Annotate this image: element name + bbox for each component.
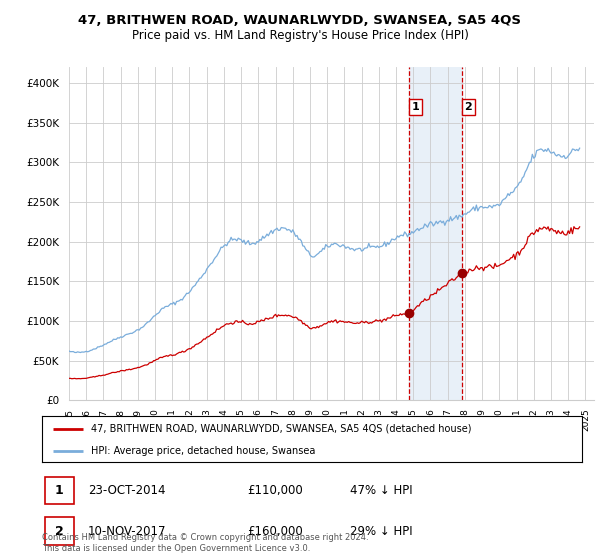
Text: 2: 2 bbox=[55, 525, 64, 538]
Text: 23-OCT-2014: 23-OCT-2014 bbox=[88, 484, 166, 497]
Text: 2: 2 bbox=[464, 102, 472, 112]
FancyBboxPatch shape bbox=[45, 477, 74, 505]
Text: 47, BRITHWEN ROAD, WAUNARLWYDD, SWANSEA, SA5 4QS: 47, BRITHWEN ROAD, WAUNARLWYDD, SWANSEA,… bbox=[79, 14, 521, 27]
Text: 1: 1 bbox=[412, 102, 419, 112]
Text: Price paid vs. HM Land Registry's House Price Index (HPI): Price paid vs. HM Land Registry's House … bbox=[131, 29, 469, 42]
FancyBboxPatch shape bbox=[45, 517, 74, 545]
Text: HPI: Average price, detached house, Swansea: HPI: Average price, detached house, Swan… bbox=[91, 446, 315, 455]
Text: £110,000: £110,000 bbox=[247, 484, 303, 497]
Text: 47% ↓ HPI: 47% ↓ HPI bbox=[350, 484, 412, 497]
Text: 1: 1 bbox=[55, 484, 64, 497]
Text: 10-NOV-2017: 10-NOV-2017 bbox=[88, 525, 166, 538]
Bar bbox=[409, 67, 462, 400]
Text: £160,000: £160,000 bbox=[247, 525, 303, 538]
Text: 29% ↓ HPI: 29% ↓ HPI bbox=[350, 525, 412, 538]
Text: Contains HM Land Registry data © Crown copyright and database right 2024.
This d: Contains HM Land Registry data © Crown c… bbox=[42, 533, 368, 553]
Text: 47, BRITHWEN ROAD, WAUNARLWYDD, SWANSEA, SA5 4QS (detached house): 47, BRITHWEN ROAD, WAUNARLWYDD, SWANSEA,… bbox=[91, 424, 471, 434]
